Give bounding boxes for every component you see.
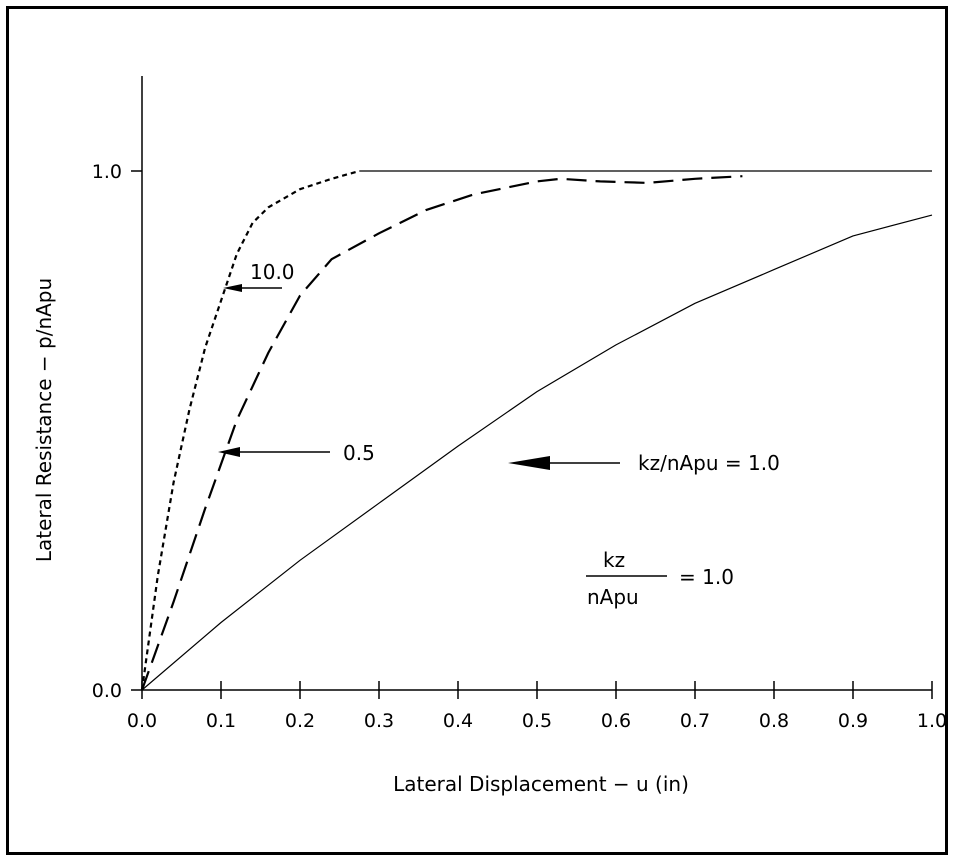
series-line-1 [140,175,743,691]
fraction-numerator: kz [603,548,625,572]
y-tick-label: 0.0 [92,680,122,702]
series-group [140,169,933,691]
series-line-2 [141,214,933,691]
ticks: 0.0 0.1 0.2 0.3 0.4 0.5 0.6 0.7 0.8 0.9 1.0 0.0 1.0 [92,161,947,732]
y-tick-label: 1.0 [92,161,122,183]
fraction-equals: = 1.0 [679,565,734,589]
x-tick-label: 0.8 [759,710,789,732]
arrow-10-head [223,284,242,292]
fraction-denominator: nApu [587,585,639,609]
y-axis-label: Lateral Resistance − p/nApu [32,278,56,562]
axes [141,76,932,691]
annotation-10: 10.0 [250,260,295,284]
arrow-05-head [218,447,240,457]
x-tick-label: 0.3 [364,710,394,732]
x-tick-label: 0.0 [127,710,157,732]
x-tick-label: 0.9 [838,710,868,732]
x-tick-label: 0.5 [522,710,552,732]
annotations: 10.0 0.5 kz/nApu = 1.0 kz nApu = 1.0 [218,260,780,609]
figure-border [6,6,948,855]
x-tick-label: 0.1 [206,710,236,732]
x-axis-label: Lateral Displacement − u (in) [393,772,689,796]
x-tick-label: 0.6 [601,710,631,732]
annotation-05: 0.5 [343,441,375,465]
annotation-kz: kz/nApu = 1.0 [638,451,780,475]
x-tick-label: 0.7 [680,710,710,732]
arrow-kz-head [508,456,550,470]
x-tick-label: 1.0 [917,710,947,732]
x-tick-label: 0.4 [443,710,473,732]
series-line-0 [140,169,360,691]
x-tick-label: 0.2 [285,710,315,732]
